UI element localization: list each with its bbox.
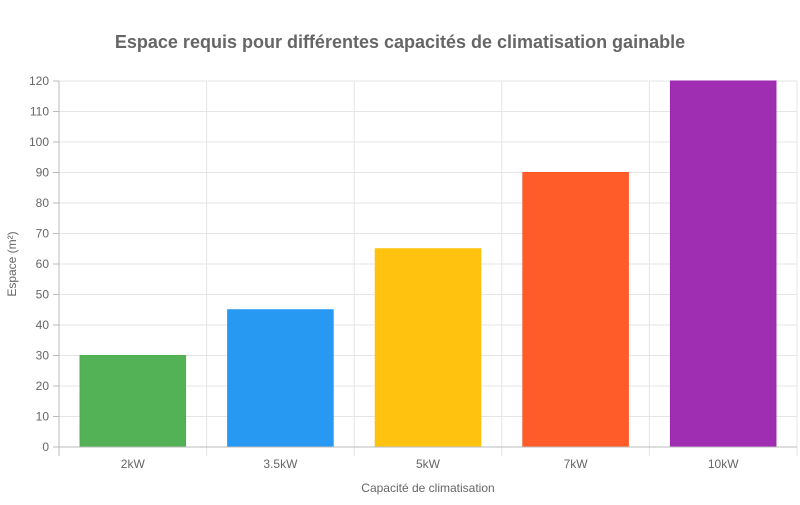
bar-10kW: [669, 80, 777, 448]
y-axis-label: Espace (m²): [5, 231, 19, 296]
y-tick-label: 20: [36, 379, 50, 393]
y-tick-label: 100: [29, 135, 49, 149]
x-tick-label: 7kW: [564, 457, 589, 471]
y-tick-label: 10: [36, 410, 50, 424]
x-tick-label: 2kW: [121, 457, 146, 471]
bars: [79, 80, 777, 448]
y-tick-label: 60: [36, 257, 50, 271]
y-tick-label: 110: [30, 105, 49, 119]
y-tick-label: 50: [36, 288, 50, 302]
y-tick-label: 90: [36, 166, 50, 180]
y-tick-label: 80: [36, 196, 50, 210]
bar-3.5kW: [227, 309, 334, 448]
y-tick-label: 0: [42, 440, 49, 454]
chart-title: Espace requis pour différentes capacités…: [115, 32, 685, 52]
bar-2kW: [79, 355, 187, 448]
y-tick-label: 70: [36, 227, 50, 241]
y-tick-label: 120: [29, 74, 49, 88]
bar-5kW: [374, 248, 482, 448]
x-tick-label: 5kW: [416, 457, 441, 471]
axes: 0 10 20 30 40 50 60 70 80 90 100 110 120 2kW 3.5kW 5kW 7…: [29, 74, 797, 471]
y-tick-label: 40: [36, 318, 50, 332]
x-tick-label: 10kW: [708, 457, 739, 471]
y-tick-label: 30: [36, 349, 50, 363]
x-axis-label: Capacité de climatisation: [361, 481, 494, 495]
x-tick-label: 3.5kW: [263, 457, 298, 471]
bar-7kW: [522, 172, 629, 448]
